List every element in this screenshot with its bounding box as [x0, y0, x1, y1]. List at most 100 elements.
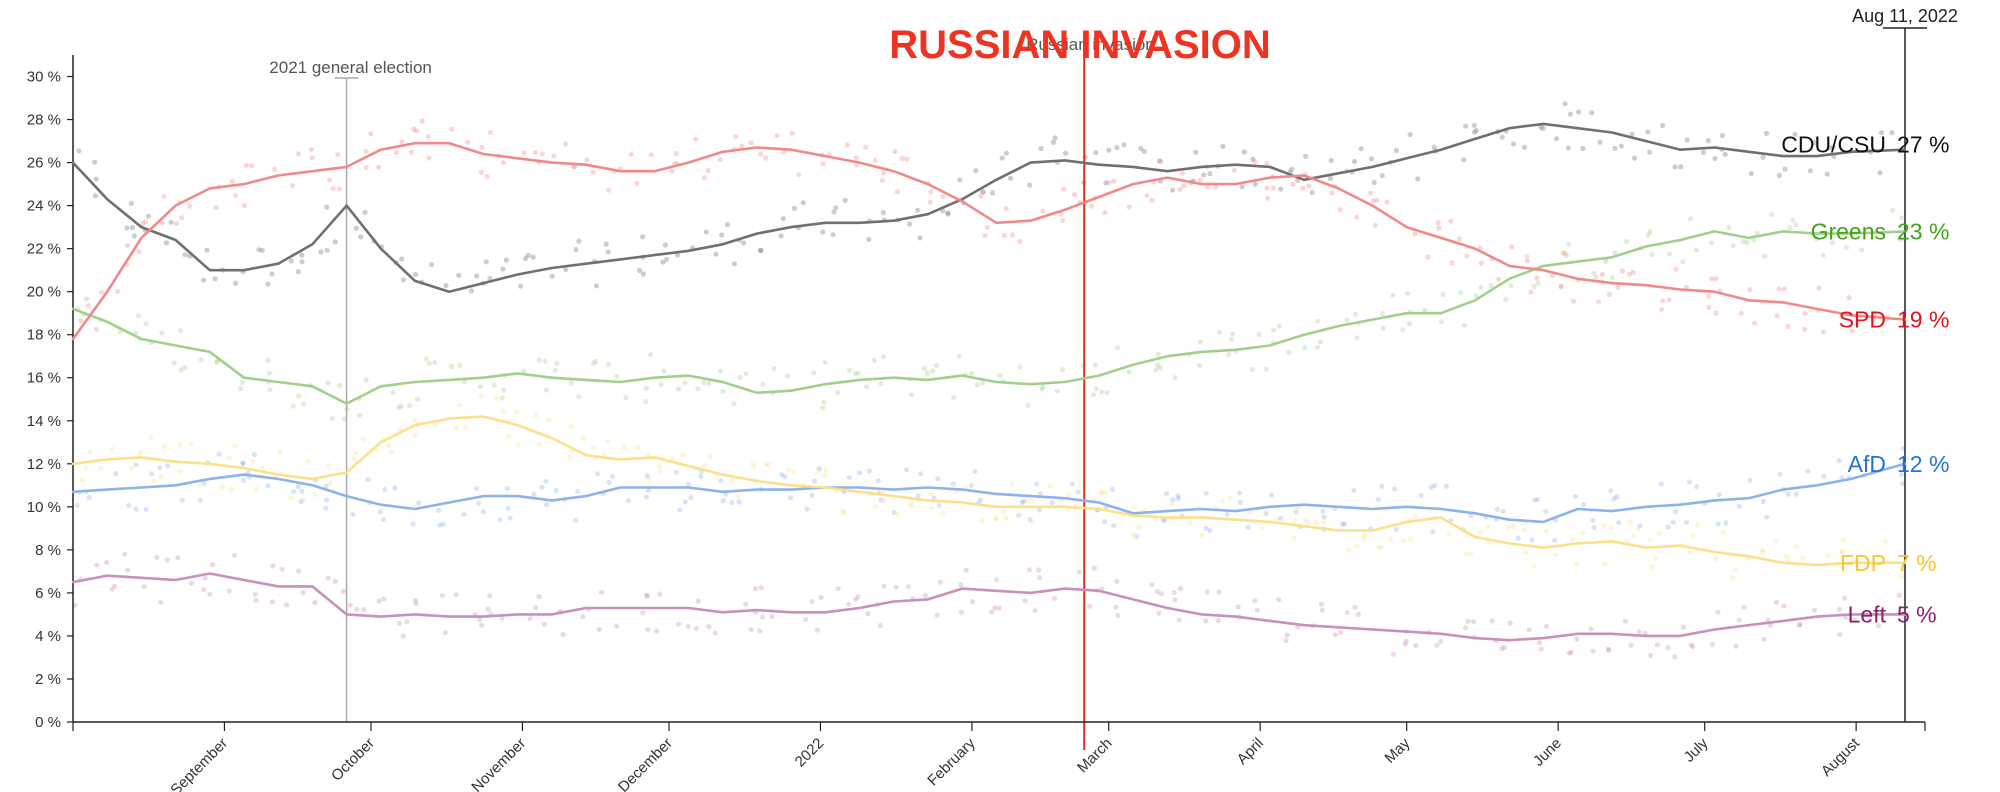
- poll-dot-afd: [1134, 534, 1140, 540]
- poll-dot-afd: [382, 486, 388, 492]
- poll-dot-cdu-csu: [163, 240, 169, 246]
- poll-dot-cdu-csu: [1368, 156, 1375, 162]
- poll-dot-spd: [368, 131, 374, 137]
- poll-dot-cdu-csu: [399, 256, 405, 262]
- poll-dot-afd: [265, 483, 271, 489]
- poll-dot-left: [1172, 597, 1178, 603]
- poll-dot-afd: [573, 517, 579, 523]
- poll-dot-fdp: [993, 517, 999, 523]
- poll-dot-fdp: [493, 396, 499, 402]
- poll-dot-greens: [1751, 237, 1757, 243]
- poll-dot-left: [479, 622, 485, 628]
- poll-dot-cdu-csu: [1540, 125, 1546, 131]
- poll-dot-spd: [748, 140, 754, 146]
- poll-dot-cdu-csu: [1782, 166, 1788, 172]
- poll-dot-spd: [979, 189, 986, 195]
- poll-dot-afd: [720, 498, 726, 504]
- poll-dot-spd: [1290, 181, 1296, 187]
- poll-dot-spd: [590, 169, 596, 175]
- end-label-value-cdu-csu: 27 %: [1897, 132, 1949, 158]
- poll-dot-left: [814, 627, 820, 633]
- poll-dot-greens: [1104, 390, 1110, 396]
- poll-dot-greens: [1560, 250, 1566, 256]
- poll-dot-fdp: [388, 449, 394, 455]
- poll-dot-cdu-csu: [957, 177, 963, 183]
- poll-dot-fdp: [1066, 492, 1072, 498]
- poll-dot-afd: [1164, 491, 1170, 497]
- poll-dot-cdu-csu: [1660, 122, 1666, 129]
- poll-dot-cdu-csu: [791, 205, 798, 211]
- poll-dot-afd: [1109, 486, 1115, 492]
- poll-dot-spd: [413, 128, 420, 134]
- poll-dot-left: [1507, 620, 1513, 626]
- poll-dot-spd: [1449, 260, 1455, 266]
- poll-dot-spd: [853, 155, 859, 161]
- poll-dot-spd: [928, 189, 934, 195]
- poll-dot-cdu-csu: [324, 247, 330, 253]
- poll-dot-greens: [1503, 296, 1509, 302]
- poll-dot-afd: [1379, 483, 1385, 489]
- poll-dot-left: [1736, 617, 1742, 623]
- poll-dot-cdu-csu: [487, 275, 493, 281]
- poll-dot-left: [154, 554, 160, 561]
- poll-dot-fdp: [1219, 498, 1226, 504]
- poll-dot-afd: [149, 471, 155, 477]
- poll-dot-spd: [1061, 186, 1067, 192]
- poll-dot-greens: [643, 385, 649, 391]
- poll-dot-spd: [213, 205, 219, 211]
- poll-dot-left: [963, 567, 969, 573]
- poll-dot-afd: [539, 484, 545, 490]
- poll-dot-afd: [1500, 508, 1506, 514]
- poll-dot-afd: [1069, 481, 1075, 487]
- poll-dot-greens: [785, 373, 791, 379]
- poll-dot-left: [487, 593, 493, 599]
- poll-dot-fdp: [1099, 490, 1105, 496]
- poll-dot-cdu-csu: [1700, 149, 1707, 155]
- poll-dot-left: [905, 584, 912, 590]
- poll-dot-spd: [1181, 182, 1187, 189]
- y-tick-label: 22 %: [27, 241, 61, 258]
- poll-dot-afd: [1723, 520, 1729, 526]
- poll-dot-cdu-csu: [1553, 136, 1560, 142]
- poll-dot-spd: [634, 180, 640, 187]
- poll-dot-afd: [1764, 514, 1770, 520]
- poll-dot-spd: [1425, 254, 1431, 260]
- poll-dot-greens: [1344, 317, 1350, 323]
- poll-dot-spd: [984, 224, 990, 230]
- poll-dot-greens: [1354, 335, 1360, 341]
- poll-dot-left: [312, 599, 318, 606]
- poll-dot-cdu-csu: [1719, 132, 1725, 139]
- poll-dot-left: [284, 602, 290, 608]
- poll-dot-spd: [124, 242, 131, 248]
- poll-dot-cdu-csu: [907, 221, 913, 227]
- poll-dot-left: [1471, 618, 1477, 625]
- poll-dot-left: [1465, 618, 1471, 624]
- poll-dot-fdp: [148, 434, 154, 440]
- poll-dot-greens: [956, 353, 962, 359]
- poll-dot-left: [1568, 649, 1574, 656]
- poll-dot-left: [1355, 611, 1361, 618]
- poll-dot-spd: [1708, 276, 1714, 282]
- poll-dot-fdp: [385, 443, 392, 449]
- poll-dot-greens: [846, 367, 853, 374]
- poll-dot-left: [1036, 567, 1042, 573]
- poll-dot-cdu-csu: [92, 159, 98, 165]
- poll-dot-afd: [1033, 481, 1040, 487]
- poll-dot-cdu-csu: [1371, 179, 1377, 186]
- poll-dot-left: [657, 591, 663, 597]
- poll-dot-cdu-csu: [324, 204, 330, 210]
- poll-dot-fdp: [1009, 480, 1015, 486]
- poll-dot-spd: [1619, 268, 1625, 274]
- poll-dot-afd: [645, 487, 652, 494]
- poll-dot-left: [158, 599, 164, 605]
- poll-dot-afd: [365, 477, 371, 483]
- poll-dot-afd: [918, 471, 924, 477]
- poll-dot-cdu-csu: [1645, 129, 1651, 135]
- poll-dot-fdp: [735, 493, 741, 499]
- poll-dot-afd: [1747, 477, 1753, 483]
- poll-dot-fdp: [580, 436, 586, 442]
- poll-dot-afd: [1805, 468, 1811, 474]
- poll-dot-spd: [425, 134, 431, 140]
- poll-dot-fdp: [260, 466, 266, 472]
- poll-dot-left: [279, 566, 285, 572]
